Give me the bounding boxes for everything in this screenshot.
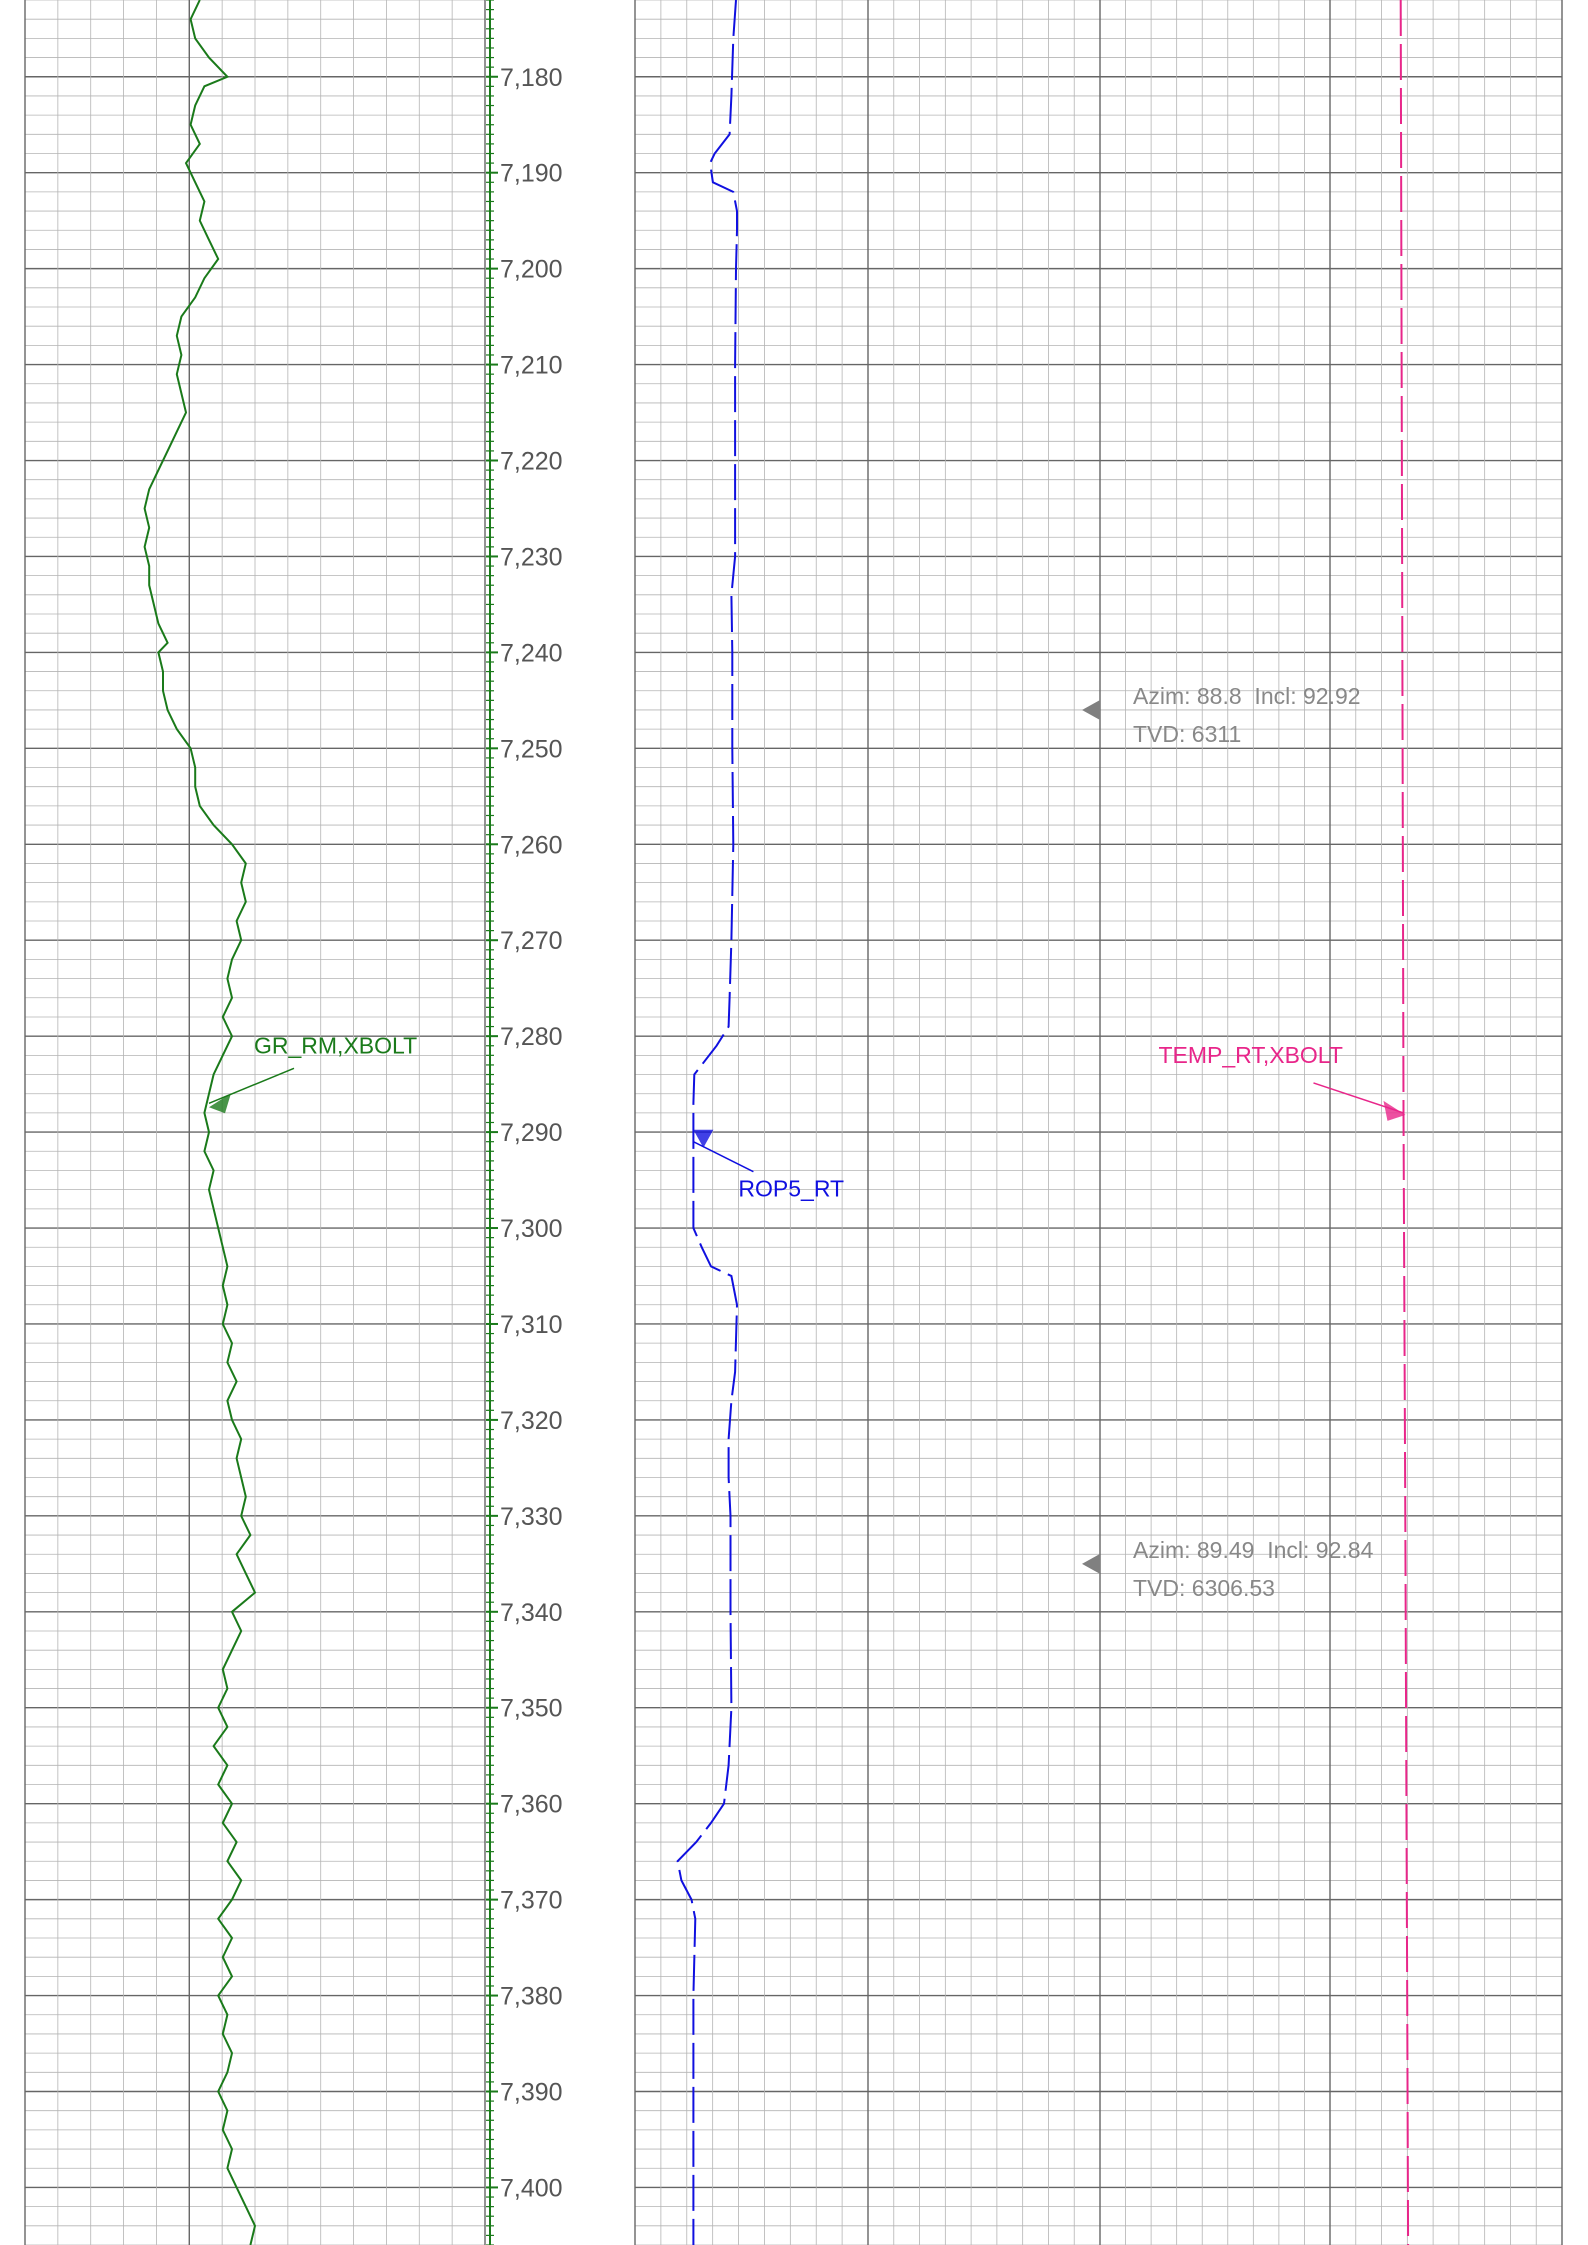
survey-azim-incl: Azim: 89.49 Incl: 92.84 [1133,1537,1374,1563]
labels-layer: GR_RM,XBOLT ROP5_RT TEMP_RT,XBOLT Azim: 88.… [208,683,1406,1601]
depth-tick-label: 7,330 [500,1503,563,1531]
depth-tick-label: 7,200 [500,256,563,284]
curve-label: ROP5_RT [738,1176,844,1202]
curve-rop5-rt [676,0,739,2245]
survey-tvd: TVD: 6311 [1133,721,1241,747]
curve-label: GR_RM,XBOLT [254,1032,417,1058]
depth-tick-label: 7,180 [500,64,563,92]
curves-layer [143,0,1410,2245]
depth-tick-label: 7,250 [500,735,563,763]
curve-temp-rt-xbolt [1399,0,1410,2245]
depth-tick-label: 7,320 [500,1407,563,1435]
depth-tick-label: 7,280 [500,1023,563,1051]
depth-tick-label: 7,350 [500,1695,563,1723]
curve-label-marker [209,1093,231,1114]
survey-tvd: TVD: 6306.53 [1133,1575,1275,1601]
survey-marker [1082,699,1100,720]
curve-label-leader [693,1141,754,1173]
curve-gr-rm-xbolt [143,0,257,2245]
curve-label: TEMP_RT,XBOLT [1158,1042,1342,1068]
depth-tick-label: 7,390 [500,2078,563,2106]
curve-label-leader [208,1067,295,1105]
depth-tick-label: 7,370 [500,1887,563,1915]
depth-tick-label: 7,290 [500,1119,563,1147]
survey-azim-incl: Azim: 88.8 Incl: 92.92 [1133,683,1361,709]
depth-tick-label: 7,400 [500,2174,563,2202]
depth-tick-label: 7,300 [500,1215,563,1243]
depth-tick-label: 7,270 [500,927,563,955]
depth-tick-label: 7,210 [500,352,563,380]
left-track-grid [24,0,486,2245]
curve-label-marker [693,1129,714,1148]
depth-tick-label: 7,310 [500,1311,563,1339]
depth-tick-label: 7,240 [500,639,563,667]
curve-label-marker [1383,1100,1406,1121]
depth-tick-label: 7,220 [500,448,563,476]
depth-tick-label: 7,340 [500,1599,563,1627]
depth-tick-label: 7,230 [500,543,563,571]
depth-tick-label: 7,190 [500,160,563,188]
depth-tick-label: 7,260 [500,831,563,859]
right-track-grid [634,0,1563,2245]
survey-marker [1082,1553,1100,1574]
depth-tick-label: 7,360 [500,1791,563,1819]
depth-tick-label: 7,380 [500,1983,563,2011]
depth-track: 7,180 7,190 7,200 7,210 7,220 7,230 7,240 7,250… [486,0,563,2245]
